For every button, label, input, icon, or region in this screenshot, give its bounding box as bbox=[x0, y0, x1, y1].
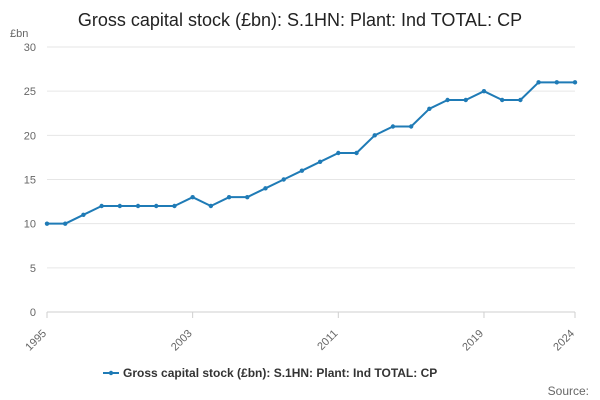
x-tick-label: 2024 bbox=[551, 328, 577, 354]
chart-title: Gross capital stock (£bn): S.1HN: Plant:… bbox=[78, 10, 522, 30]
data-point bbox=[572, 80, 578, 85]
y-tick-label: 25 bbox=[24, 86, 36, 98]
data-point bbox=[135, 203, 141, 209]
data-point bbox=[263, 186, 268, 191]
data-point bbox=[481, 88, 487, 94]
data-point bbox=[172, 203, 177, 209]
data-point bbox=[281, 177, 286, 182]
data-point bbox=[336, 150, 341, 156]
data-point bbox=[226, 194, 232, 200]
series-line bbox=[46, 81, 576, 225]
y-tick-label: 0 bbox=[30, 307, 36, 319]
data-point bbox=[554, 80, 559, 85]
x-tick-label: 2003 bbox=[169, 328, 195, 354]
x-tick-label: 1995 bbox=[23, 328, 49, 354]
tick-label-layer: 0 5 10 15 20 25 30 1995 2003 2011 2019 2024 bbox=[23, 42, 577, 353]
data-point bbox=[372, 133, 377, 138]
y-tick-label: 20 bbox=[24, 130, 36, 142]
data-point bbox=[245, 194, 250, 200]
data-point bbox=[354, 150, 359, 156]
axes-layer bbox=[46, 311, 576, 318]
data-point bbox=[317, 159, 323, 165]
y-tick-label: 5 bbox=[30, 263, 36, 275]
data-point bbox=[427, 106, 432, 112]
data-point bbox=[154, 203, 159, 209]
data-point bbox=[190, 194, 195, 200]
data-point bbox=[81, 212, 86, 218]
data-point bbox=[299, 168, 305, 173]
data-point bbox=[518, 97, 523, 103]
data-point bbox=[44, 221, 50, 226]
legend: Gross capital stock (£bn): S.1HN: Plant:… bbox=[103, 366, 437, 380]
data-point bbox=[499, 97, 505, 103]
y-tick-label: 15 bbox=[24, 175, 36, 187]
series-layer bbox=[44, 80, 578, 226]
data-point bbox=[536, 80, 541, 85]
data-point bbox=[408, 124, 414, 129]
legend-series-marker-dot bbox=[108, 370, 114, 376]
data-point bbox=[445, 97, 450, 103]
source-label: Source: bbox=[548, 384, 589, 398]
x-tick-label: 2019 bbox=[460, 328, 486, 354]
data-point bbox=[99, 203, 104, 209]
y-axis-label: £bn bbox=[10, 28, 28, 40]
data-point bbox=[208, 203, 214, 209]
grid-layer bbox=[47, 46, 575, 313]
legend-series-label: Gross capital stock (£bn): S.1HN: Plant:… bbox=[123, 366, 437, 380]
data-point bbox=[117, 203, 123, 209]
y-tick-label: 30 bbox=[24, 42, 36, 54]
x-tick-label: 2011 bbox=[315, 328, 340, 353]
data-point bbox=[463, 97, 468, 103]
data-point bbox=[390, 124, 396, 129]
data-point bbox=[63, 221, 68, 226]
y-tick-label: 10 bbox=[24, 219, 36, 231]
